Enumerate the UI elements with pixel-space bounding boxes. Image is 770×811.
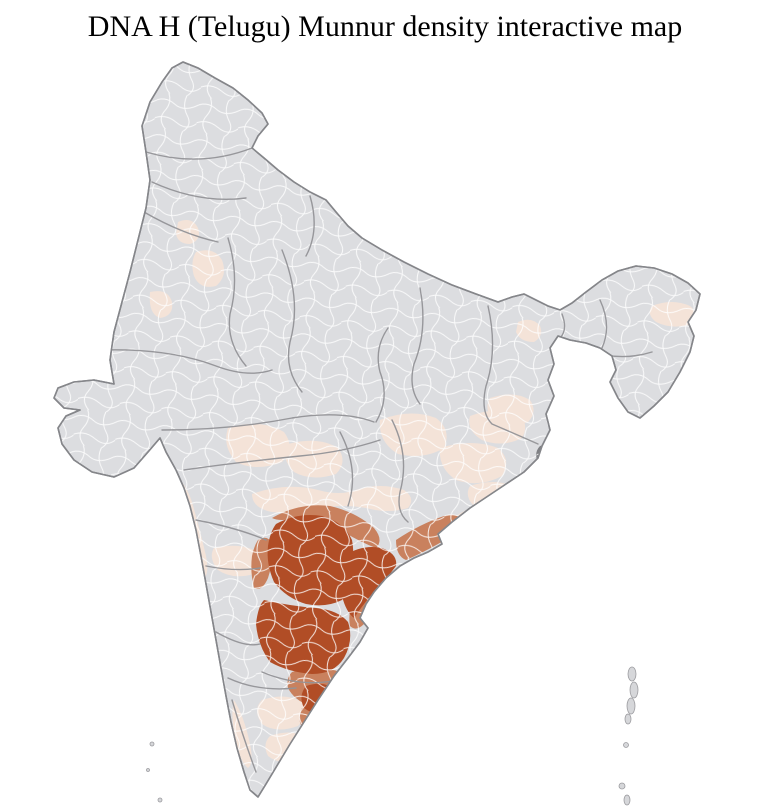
state-border-line: [375, 327, 389, 423]
island[interactable]: [629, 681, 639, 699]
district-boundaries-texture: [54, 62, 700, 797]
state-border-line: [227, 237, 247, 367]
island[interactable]: [157, 797, 163, 803]
state-border-line: [195, 519, 267, 541]
state-border-line: [231, 699, 257, 773]
island[interactable]: [618, 782, 626, 790]
state-border-line: [339, 431, 354, 507]
state-border-line: [101, 349, 273, 374]
andaman-nicobar-islands[interactable]: [618, 666, 639, 806]
state-border-line: [483, 305, 539, 445]
state-border-line: [183, 439, 381, 471]
island[interactable]: [627, 666, 637, 682]
state-border-line: [281, 249, 303, 393]
island[interactable]: [149, 741, 155, 747]
map-title: DNA H (Telugu) Munnur density interactiv…: [87, 10, 683, 43]
state-border-line: [151, 181, 247, 200]
state-border-line: [205, 565, 261, 571]
state-border-line: [215, 631, 261, 646]
island[interactable]: [623, 794, 631, 806]
state-border-line: [161, 414, 375, 431]
low-density-region[interactable]: [279, 759, 312, 786]
state-border-line: [391, 419, 409, 523]
state-border-line: [411, 287, 424, 405]
island[interactable]: [146, 768, 150, 772]
india-outline: [53, 61, 701, 798]
state-border-line: [143, 211, 219, 243]
island[interactable]: [623, 742, 629, 748]
state-border-line: [145, 147, 253, 160]
mid-density-region[interactable]: [698, 314, 706, 322]
state-border-line: [305, 195, 315, 257]
island[interactable]: [626, 697, 636, 715]
island[interactable]: [624, 713, 632, 725]
lakshadweep-islands[interactable]: [146, 741, 163, 803]
